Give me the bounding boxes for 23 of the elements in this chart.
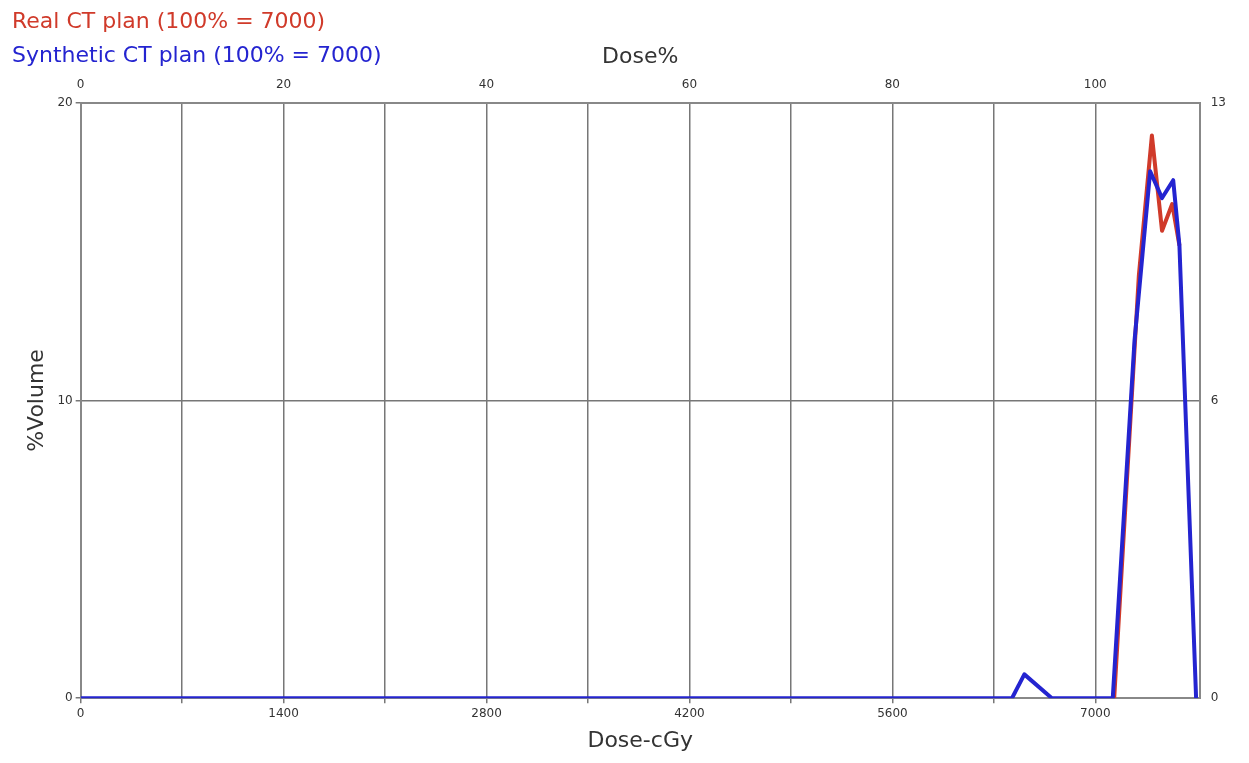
x2-tick-label: 100	[1083, 76, 1107, 91]
y-axis-title: %Volume	[22, 349, 48, 452]
x-tick-label: 1400	[268, 705, 299, 720]
x2-tick-label: 60	[681, 76, 698, 91]
x-tick-label: 0	[76, 705, 85, 720]
y-tick-label: 20	[57, 94, 73, 109]
y2-tick-label: 0	[1210, 690, 1219, 705]
x-tick-label: 4200	[674, 705, 705, 720]
x2-tick-label: 40	[478, 76, 495, 91]
y2-tick-label: 13	[1210, 94, 1227, 109]
x-tick-label: 5600	[877, 705, 908, 720]
text: Synthetic CT plan (100% = 7000)	[12, 41, 382, 69]
text: Real CT plan (100% = 7000)	[12, 7, 327, 35]
y-tick-label: 0	[65, 690, 73, 705]
x2-tick-label: 80	[884, 76, 900, 91]
x2-tick-label: 0	[76, 76, 85, 91]
y-tick-label: 10	[57, 392, 73, 407]
y2-tick-label: 6	[1210, 392, 1219, 407]
x-tick-label: 2800	[471, 705, 502, 720]
x-tick-label: 7000	[1080, 705, 1111, 720]
x2-axis-title: Dose%	[602, 42, 679, 68]
x2-tick-label: 20	[275, 76, 292, 91]
x-axis-title: Dose-cGy	[587, 726, 693, 752]
